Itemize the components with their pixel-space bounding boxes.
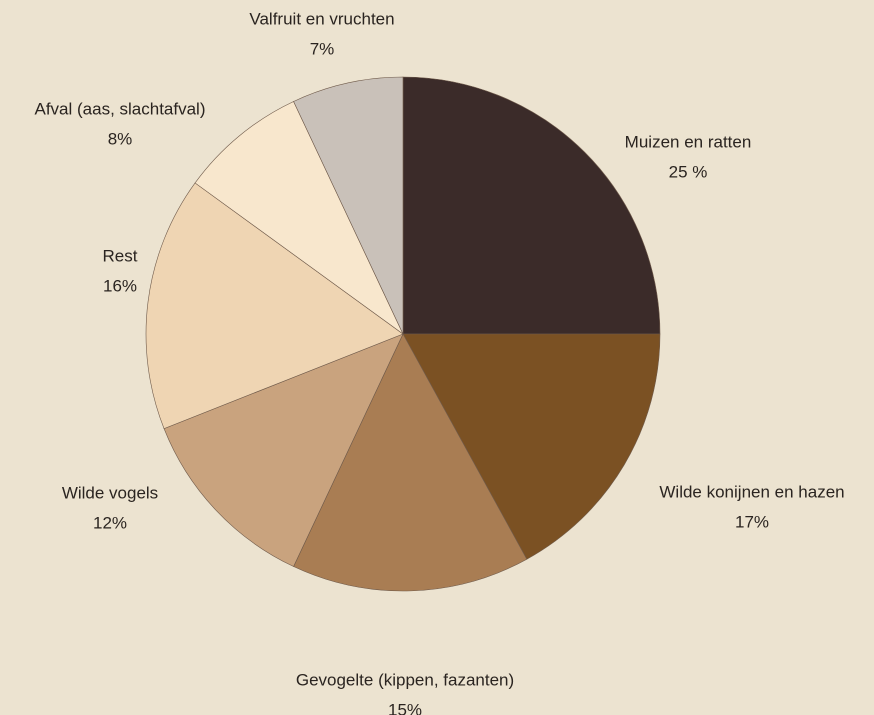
slice-label: Muizen en ratten: [625, 132, 752, 151]
value-label: 8%: [108, 129, 133, 148]
value-label: 25 %: [669, 162, 708, 181]
value-label: 16%: [103, 276, 137, 295]
slice-label: Gevogelte (kippen, fazanten): [296, 670, 514, 689]
value-label: 7%: [310, 39, 335, 58]
slice-label: Afval (aas, slachtafval): [34, 99, 205, 118]
value-label: 12%: [93, 513, 127, 532]
slice-label: Wilde vogels: [62, 483, 158, 502]
slice-label: Wilde konijnen en hazen: [659, 482, 844, 501]
chart: Muizen en ratten 25 % Wilde konijnen en ha…: [0, 0, 874, 715]
value-label: 17%: [735, 512, 769, 531]
value-label: 15%: [388, 700, 422, 715]
slice-label: Rest: [103, 246, 138, 265]
slice-label: Valfruit en vruchten: [249, 9, 394, 28]
